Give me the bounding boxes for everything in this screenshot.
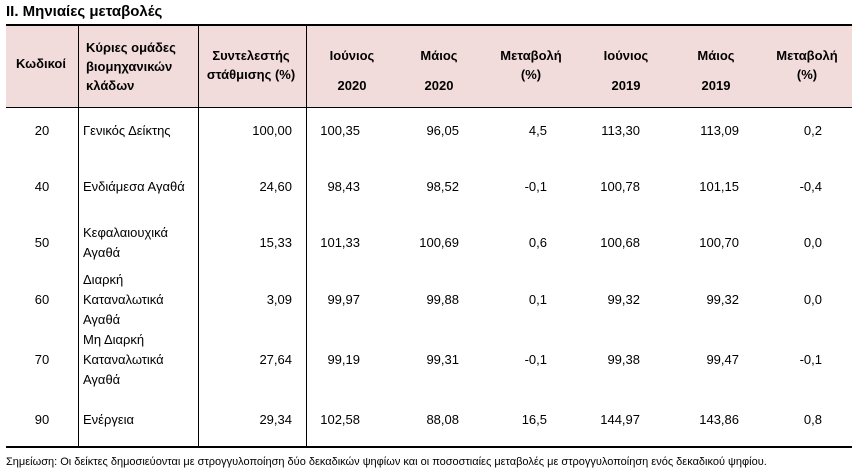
footnote: Σημείωση: Οι δείκτες δημοσιεύονται με στ… bbox=[6, 456, 767, 468]
cell-jun19: 99,32 bbox=[607, 292, 640, 307]
cell-group-name: Γενικός Δείκτης bbox=[83, 121, 171, 141]
cell-weight: 27,64 bbox=[259, 352, 292, 367]
cell-may19: 143,86 bbox=[699, 412, 739, 427]
cell-jun19: 144,97 bbox=[600, 412, 640, 427]
cell-group-name-line: Αγαθά bbox=[83, 312, 121, 327]
header-change-2020: Μεταβολή (%) bbox=[486, 46, 576, 84]
cell-jun20: 99,19 bbox=[327, 352, 360, 367]
cell-chg19: 0,0 bbox=[803, 292, 822, 307]
table-title: II. Μηνιαίες μεταβολές bbox=[6, 3, 163, 20]
cell-group-name-line: Μη Διαρκή bbox=[83, 332, 145, 347]
cell-jun19: 100,78 bbox=[600, 179, 640, 194]
header-code: Κωδικοί bbox=[16, 56, 66, 71]
cell-jun19: 99,38 bbox=[607, 352, 640, 367]
cell-may20: 88,08 bbox=[426, 412, 459, 427]
column-divider bbox=[306, 26, 307, 446]
cell-chg19: -0,1 bbox=[799, 352, 822, 367]
cell-code: 60 bbox=[34, 292, 50, 307]
cell-group-name-line: Ενέργεια bbox=[83, 412, 135, 427]
cell-chg19: 0,8 bbox=[803, 412, 822, 427]
cell-group-name-line: Διαρκή bbox=[83, 272, 124, 287]
cell-may20: 99,31 bbox=[426, 352, 459, 367]
monthly-changes-table: Κωδικοί Κύριες ομάδες βιομηχανικών κλάδω… bbox=[6, 24, 852, 448]
header-may-2019-month: Μάιος bbox=[697, 48, 735, 63]
header-change-2019: Μεταβολή (%) bbox=[762, 46, 852, 84]
cell-may19: 99,32 bbox=[706, 292, 739, 307]
cell-weight: 3,09 bbox=[266, 292, 292, 307]
cell-jun20: 99,97 bbox=[327, 292, 360, 307]
cell-chg20: -0,1 bbox=[524, 179, 547, 194]
column-divider bbox=[198, 26, 199, 446]
cell-may19: 101,15 bbox=[699, 179, 739, 194]
cell-may19: 113,09 bbox=[700, 123, 739, 138]
cell-may19: 100,70 bbox=[699, 235, 739, 250]
table-header: Κωδικοί Κύριες ομάδες βιομηχανικών κλάδω… bbox=[6, 26, 852, 108]
cell-may20: 99,88 bbox=[426, 292, 459, 307]
header-june-2019-year: 2019 bbox=[611, 78, 641, 93]
header-weight-line-2: στάθμισης (%) bbox=[206, 67, 296, 82]
column-divider bbox=[78, 26, 79, 446]
header-change-2020-line-1: Μεταβολή bbox=[500, 48, 562, 63]
cell-code: 70 bbox=[34, 352, 50, 367]
header-may-2019-year: 2019 bbox=[701, 78, 731, 93]
cell-group-name: Κεφαλαιουχικά Αγαθά bbox=[83, 223, 168, 263]
cell-chg19: 0,0 bbox=[803, 235, 822, 250]
cell-jun20: 102,58 bbox=[320, 412, 360, 427]
cell-chg20: 16,5 bbox=[521, 412, 547, 427]
cell-code: 50 bbox=[34, 235, 50, 250]
cell-chg19: -0,4 bbox=[799, 179, 822, 194]
cell-weight: 24,60 bbox=[259, 179, 292, 194]
header-may-2020-month: Μάιος bbox=[420, 48, 458, 63]
header-groups: Κύριες ομάδες βιομηχανικών κλάδων bbox=[86, 38, 176, 95]
header-weight-line-1: Συντελεστής bbox=[212, 48, 290, 63]
header-change-2019-line-1: Μεταβολή bbox=[776, 48, 838, 63]
cell-weight: 29,34 bbox=[259, 412, 292, 427]
cell-group-name: Διαρκή Καταναλωτικά Αγαθά bbox=[83, 270, 164, 330]
cell-jun19: 113,30 bbox=[601, 123, 640, 138]
cell-jun19: 100,68 bbox=[600, 235, 640, 250]
cell-jun20: 100,35 bbox=[320, 123, 360, 138]
header-may-2020-year: 2020 bbox=[424, 78, 454, 93]
cell-group-name: Ενδιάμεσα Αγαθά bbox=[83, 177, 185, 197]
cell-may19: 99,47 bbox=[706, 352, 739, 367]
cell-chg20: 0,6 bbox=[528, 235, 547, 250]
cell-group-name: Μη Διαρκή Καταναλωτικά Αγαθά bbox=[83, 330, 164, 390]
cell-code: 90 bbox=[34, 412, 50, 427]
cell-chg20: 0,1 bbox=[528, 292, 547, 307]
header-june-2020-year: 2020 bbox=[337, 78, 367, 93]
cell-jun20: 98,43 bbox=[327, 179, 360, 194]
cell-chg19: 0,2 bbox=[803, 123, 822, 138]
header-groups-line-1: Κύριες ομάδες bbox=[86, 40, 176, 55]
cell-jun20: 101,33 bbox=[320, 235, 360, 250]
cell-group-name-line: Ενδιάμεσα Αγαθά bbox=[83, 179, 185, 194]
cell-may20: 96,05 bbox=[426, 123, 459, 138]
cell-group-name-line: Καταναλωτικά bbox=[83, 292, 164, 307]
cell-chg20: 4,5 bbox=[528, 123, 547, 138]
header-groups-line-3: κλάδων bbox=[86, 78, 135, 93]
cell-weight: 15,33 bbox=[259, 235, 292, 250]
cell-chg20: -0,1 bbox=[524, 352, 547, 367]
header-change-2019-line-2: (%) bbox=[796, 67, 818, 82]
cell-group-name-line: Κεφαλαιουχικά bbox=[83, 225, 169, 240]
cell-code: 20 bbox=[34, 123, 50, 138]
header-weight: Συντελεστής στάθμισης (%) bbox=[200, 46, 302, 84]
header-groups-line-2: βιομηχανικών bbox=[86, 59, 173, 74]
cell-group-name-line: Γενικός Δείκτης bbox=[83, 123, 171, 138]
cell-weight: 100,00 bbox=[252, 123, 292, 138]
cell-may20: 100,69 bbox=[419, 235, 459, 250]
cell-group-name-line: Καταναλωτικά bbox=[83, 352, 164, 367]
cell-may20: 98,52 bbox=[426, 179, 459, 194]
cell-group-name-line: Αγαθά bbox=[83, 245, 121, 260]
cell-group-name: Ενέργεια bbox=[83, 410, 134, 430]
cell-group-name-line: Αγαθά bbox=[83, 372, 121, 387]
header-june-2019-month: Ιούνιος bbox=[603, 48, 649, 63]
cell-code: 40 bbox=[34, 179, 50, 194]
header-change-2020-line-2: (%) bbox=[520, 67, 542, 82]
header-june-2020-month: Ιούνιος bbox=[329, 48, 375, 63]
